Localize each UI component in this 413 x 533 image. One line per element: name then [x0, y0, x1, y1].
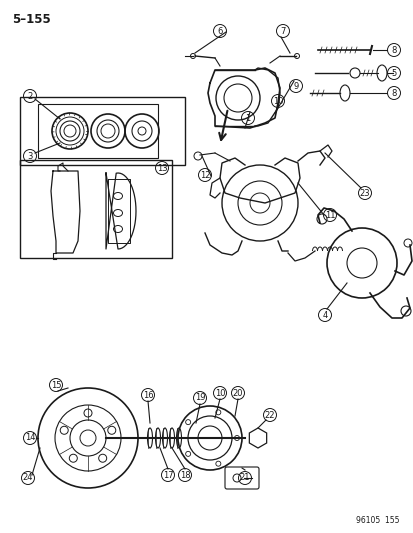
Text: 22: 22 [264, 410, 275, 419]
Text: 4: 4 [322, 311, 327, 319]
Text: 23: 23 [359, 189, 369, 198]
Text: 18: 18 [179, 471, 190, 480]
Text: 24: 24 [23, 473, 33, 482]
Bar [38, 104, 158, 158]
Text: 2: 2 [27, 92, 33, 101]
Text: 1: 1 [245, 114, 250, 123]
Text: 10: 10 [272, 96, 282, 106]
Text: 20: 20 [232, 389, 243, 398]
Text: 10: 10 [214, 389, 225, 398]
Text: 21: 21 [239, 473, 249, 482]
Text: 9: 9 [293, 82, 298, 91]
Text: 13: 13 [156, 164, 167, 173]
Text: 96105  155: 96105 155 [356, 516, 399, 525]
Text: 15: 15 [51, 381, 61, 390]
Text: 19: 19 [194, 393, 205, 402]
Bar [20, 97, 185, 165]
Text: 16: 16 [142, 391, 153, 400]
Text: 8: 8 [390, 88, 396, 98]
Text: 14: 14 [25, 433, 35, 442]
Bar [20, 160, 171, 258]
Text: 8: 8 [390, 45, 396, 54]
Text: 11: 11 [324, 211, 335, 220]
Text: 3: 3 [27, 151, 33, 160]
Text: 5–155: 5–155 [12, 13, 51, 26]
Text: 17: 17 [162, 471, 173, 480]
Text: 5: 5 [390, 69, 396, 77]
Text: 12: 12 [199, 171, 210, 180]
Text: 6: 6 [217, 27, 222, 36]
Text: 7: 7 [280, 27, 285, 36]
